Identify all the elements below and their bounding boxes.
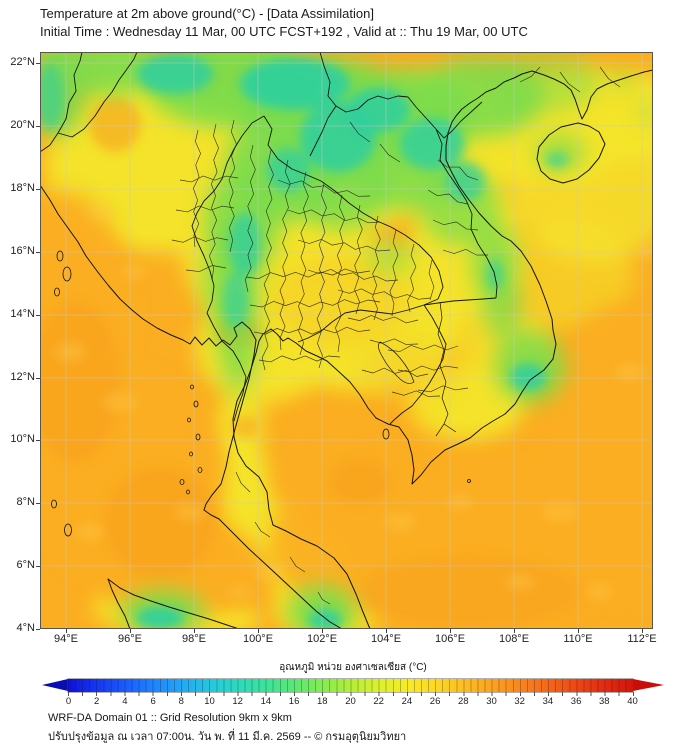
- x-axis-label: 110°E: [563, 633, 593, 645]
- x-axis-label: 102°E: [306, 633, 338, 645]
- colorbar-tick-label: 40: [627, 696, 638, 707]
- colorbar-right-arrow: [633, 679, 664, 691]
- y-axis-tick: [36, 63, 40, 64]
- country-borders: [40, 52, 498, 437]
- colorbar-tick-label: 28: [458, 696, 469, 707]
- y-axis-label: 8°N: [16, 496, 35, 508]
- footer-domain-info: WRF-DA Domain 01 :: Grid Resolution 9km …: [48, 712, 292, 724]
- field-hot-orange: [40, 96, 580, 627]
- colorbar-tick-label: 22: [373, 696, 384, 707]
- colorbar-tick-label: 26: [429, 696, 441, 707]
- y-axis-tick: [36, 440, 40, 441]
- colorbar-tick-label: 36: [570, 696, 582, 707]
- x-axis-tick: [450, 629, 451, 633]
- colorbar-tick-label: 20: [345, 696, 356, 707]
- x-axis-tick: [66, 629, 67, 633]
- x-axis-tick: [386, 629, 387, 633]
- colorbar-gradient: [68, 679, 633, 692]
- mainland-coast: [40, 184, 343, 629]
- y-axis-tick: [36, 252, 40, 253]
- colorbar-tick-label: 2: [94, 696, 100, 707]
- x-axis-label: 104°E: [370, 633, 402, 645]
- x-axis-label: 96°E: [118, 633, 142, 645]
- colorbar-left-arrow: [42, 679, 68, 691]
- colorbar-tick-label: 32: [514, 696, 525, 707]
- small-islands: [51, 250, 471, 537]
- y-axis-tick: [36, 378, 40, 379]
- colorbar-tick-label: 12: [232, 696, 243, 707]
- x-axis-tick: [194, 629, 195, 633]
- province-borders: [171, 66, 621, 605]
- x-axis-label: 108°E: [498, 633, 530, 645]
- x-axis-label: 112°E: [627, 633, 657, 645]
- y-axis-label: 4°N: [16, 622, 35, 634]
- colorbar-tick-label: 14: [260, 696, 272, 707]
- coastlines: [40, 69, 653, 629]
- y-axis-label: 20°N: [10, 119, 35, 131]
- colorbar-tick-label: 6: [150, 696, 156, 707]
- colorbar-tick-label: 24: [401, 696, 413, 707]
- map-frame: [40, 52, 653, 629]
- y-axis-tick: [36, 566, 40, 567]
- x-axis-label: 94°E: [54, 633, 78, 645]
- colorbar-tick-marks: [68, 692, 634, 696]
- y-axis-label: 14°N: [10, 308, 35, 320]
- temperature-map: [40, 52, 653, 629]
- page-subtitle: Initial Time : Wednesday 11 Mar, 00 UTC …: [40, 24, 528, 39]
- y-axis-tick: [36, 629, 40, 630]
- colorbar-tick-label: 16: [288, 696, 300, 707]
- y-axis-tick: [36, 126, 40, 127]
- y-axis-label: 22°N: [10, 56, 35, 68]
- colorbar-tick-label: 38: [599, 696, 610, 707]
- y-axis-label: 16°N: [10, 245, 35, 257]
- colorbar-tick-label: 4: [122, 696, 128, 707]
- x-axis-tick: [578, 629, 579, 633]
- x-axis-tick: [514, 629, 515, 633]
- sea-mottle: [54, 203, 653, 600]
- y-axis-label: 10°N: [10, 433, 35, 445]
- colorbar-tick-label: 8: [178, 696, 184, 707]
- y-axis-tick: [36, 503, 40, 504]
- gulf-vietnam-china-coast: [232, 69, 653, 629]
- colorbar-tick-label: 18: [317, 696, 328, 707]
- y-axis-label: 18°N: [10, 182, 35, 194]
- y-axis-label: 6°N: [16, 559, 35, 571]
- colorbar-tick-label: 10: [204, 696, 215, 707]
- x-axis-tick: [258, 629, 259, 633]
- x-axis-label: 98°E: [182, 633, 206, 645]
- x-axis-tick: [130, 629, 131, 633]
- x-axis-label: 106°E: [434, 633, 466, 645]
- sumatra-coast: [107, 578, 240, 629]
- y-axis-label: 12°N: [10, 371, 35, 383]
- colorbar-tick-label: 30: [486, 696, 497, 707]
- colorbar-tick-label: 0: [65, 696, 72, 707]
- y-axis-tick: [36, 189, 40, 190]
- field-teal: [40, 54, 569, 629]
- colorbar-title: อุณหภูมิ หน่วย องศาเซลเซียส (°C): [279, 662, 427, 673]
- hainan-island: [536, 122, 606, 184]
- graticule-grid: [40, 52, 653, 629]
- x-axis-tick: [322, 629, 323, 633]
- x-axis-tick: [642, 629, 643, 633]
- y-axis-tick: [36, 315, 40, 316]
- page-title: Temperature at 2m above ground(°C) - [Da…: [40, 6, 374, 21]
- colorbar-tick-label: 34: [542, 696, 554, 707]
- x-axis-label: 100°E: [242, 633, 274, 645]
- footer-update-info: ปรับปรุงข้อมูล ณ เวลา 07:00น. วัน พ. ที่…: [48, 731, 407, 743]
